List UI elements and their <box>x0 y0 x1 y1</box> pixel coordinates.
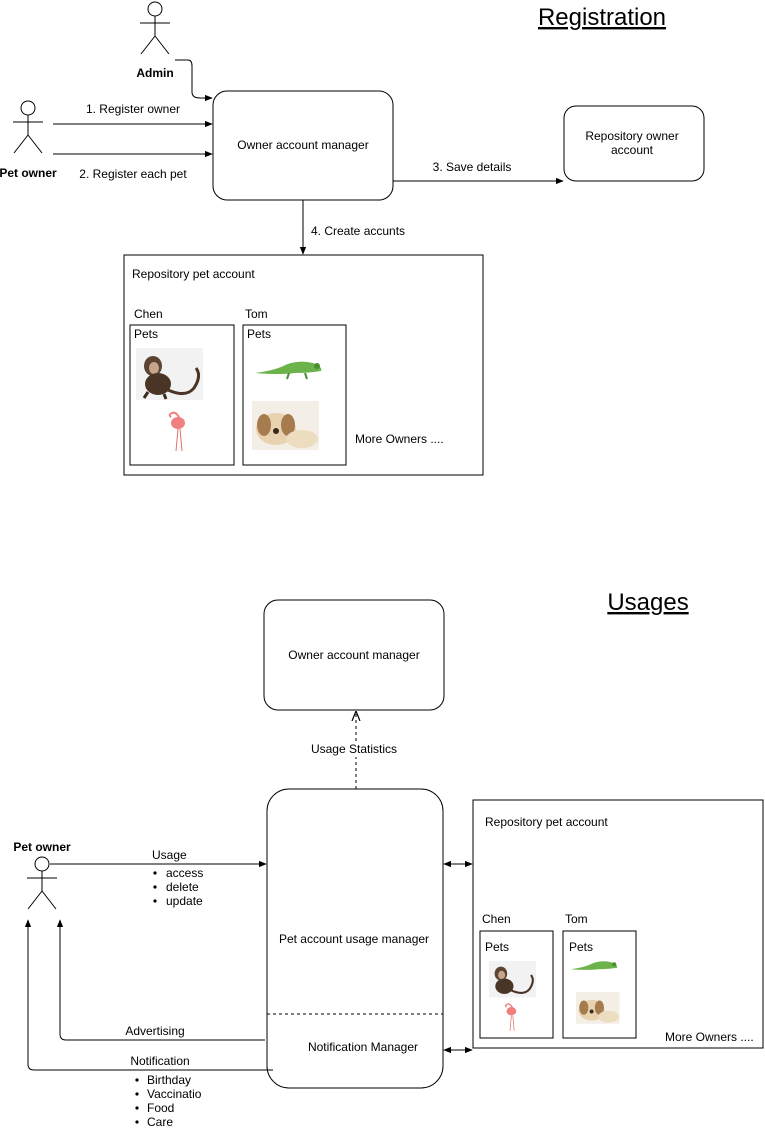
create-accounts-label: 4. Create accunts <box>311 224 405 238</box>
usages-owner-account-manager-label: Owner account manager <box>288 648 419 662</box>
repository-owner-line1: Repository owner <box>585 129 678 143</box>
usage-statistics-label: Usage Statistics <box>311 742 397 756</box>
notification-label: Notification <box>130 1054 189 1068</box>
notification-manager-label: Notification Manager <box>308 1040 418 1054</box>
notification-item-food: Food <box>147 1101 174 1115</box>
pet-owner-actor-icon <box>12 100 44 154</box>
advertising-arrow <box>56 919 265 1041</box>
usage-item-access: access <box>166 866 203 880</box>
usages-chen-pets-label: Pets <box>485 940 509 954</box>
pet-account-usage-manager-box <box>266 788 444 1089</box>
register-owner-label: 1. Register owner <box>86 102 180 116</box>
usages-tom-pets-label: Pets <box>569 940 593 954</box>
advertising-label: Advertising <box>125 1024 184 1038</box>
repository-owner-line2: account <box>611 143 654 157</box>
usage-label: Usage <box>152 848 187 862</box>
usages-owner-tom-label: Tom <box>565 912 588 926</box>
iguana-image <box>255 361 322 380</box>
notification-arrow <box>24 919 273 1071</box>
usages-repository-pet-account-label: Repository pet account <box>485 815 608 829</box>
more-owners-label: More Owners .... <box>355 432 444 446</box>
admin-label: Admin <box>136 66 173 80</box>
registration-title: Registration <box>538 4 666 31</box>
admin-connector <box>175 59 213 102</box>
usage-item-delete: delete <box>166 880 199 894</box>
usages-tom-pets-box <box>562 930 637 1039</box>
pet-account-usage-manager-label: Pet account usage manager <box>279 932 429 946</box>
usages-monkey-image <box>489 961 536 998</box>
owner-account-manager-label: Owner account manager <box>237 138 368 152</box>
usages-more-owners-label: More Owners .... <box>665 1030 754 1044</box>
usages-owner-account-manager-box <box>263 599 445 711</box>
usages-title: Usages <box>607 589 688 616</box>
dog-image <box>252 401 319 450</box>
owner-chen-label: Chen <box>134 307 163 321</box>
chen-pets-label: Pets <box>134 327 158 341</box>
flamingo-image <box>168 411 185 452</box>
register-pet-label: 2. Register each pet <box>79 167 187 181</box>
owner-tom-label: Tom <box>245 307 268 321</box>
repository-owner-account-box <box>563 105 705 182</box>
usages-iguana-image <box>570 961 618 970</box>
notification-list: Birthday Vaccinatio Food Care <box>135 1073 202 1129</box>
notification-item-vaccination: Vaccinatio <box>147 1087 202 1101</box>
usages-pet-owner-label: Pet owner <box>13 840 71 854</box>
notification-item-care: Care <box>147 1115 173 1129</box>
usage-statistics-bg <box>310 741 400 757</box>
tom-pets-label: Pets <box>247 327 271 341</box>
usages-owner-chen-label: Chen <box>482 912 511 926</box>
repository-pet-account-label: Repository pet account <box>132 267 255 281</box>
save-details-label: 3. Save details <box>433 160 512 174</box>
usage-item-update: update <box>166 894 203 908</box>
admin-actor-icon <box>139 1 171 55</box>
usages-pet-owner-actor-icon <box>26 856 58 910</box>
usages-dog-image <box>576 992 620 1024</box>
monkey-image <box>136 348 203 400</box>
usage-list: access delete update <box>153 866 203 908</box>
notification-item-birthday: Birthday <box>147 1073 191 1087</box>
pet-owner-label: Pet owner <box>0 166 57 180</box>
usages-flamingo-image <box>504 1003 517 1031</box>
